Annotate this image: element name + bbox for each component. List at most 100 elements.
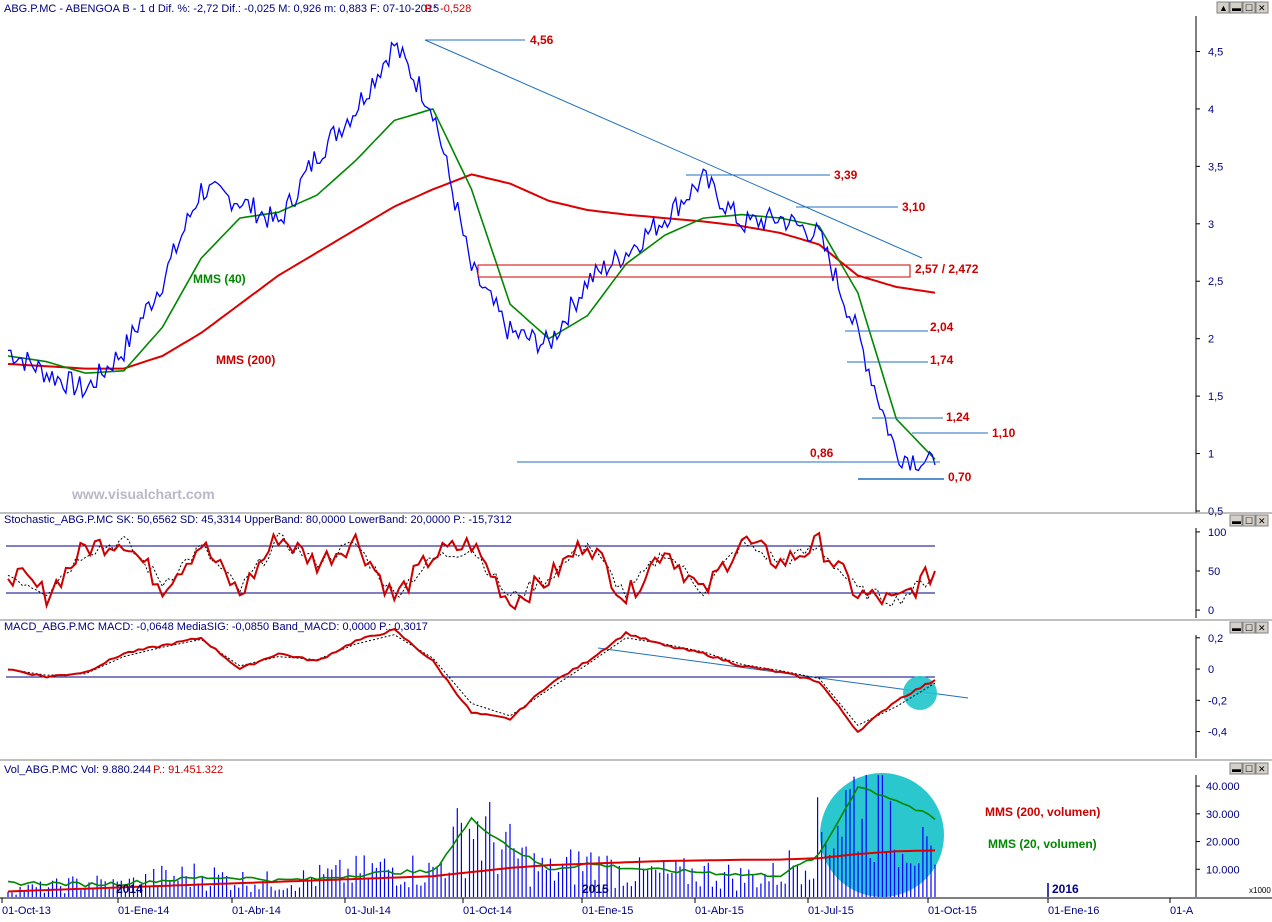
scroll-up-button[interactable] bbox=[1216, 1, 1230, 14]
minimize-icon: ▬ bbox=[1232, 764, 1241, 774]
stoch-header: Stochastic_ABG.P.MC SK: 50,6562 SD: 45,3… bbox=[4, 514, 512, 526]
stoch-maximize-button[interactable] bbox=[1242, 514, 1256, 527]
label-070: 0,70 bbox=[948, 470, 972, 484]
stoch-ytick-label: 50 bbox=[1208, 566, 1220, 578]
x-axis-ticks: 01-Oct-13 01-Ene-14 01-Abr-14 01-Jul-14 01-O… bbox=[1, 898, 1194, 917]
vol-ytick-label: 40.000 bbox=[1206, 781, 1240, 793]
vol-ma200-line bbox=[7, 849, 936, 893]
minimize-icon: ▬ bbox=[1232, 623, 1241, 633]
trendline-down bbox=[424, 39, 923, 259]
vol-maximize-button[interactable] bbox=[1242, 762, 1256, 775]
main-header: ABG.P.MC - ABENGOA B - 1 d Dif. %: -2,72… bbox=[4, 3, 439, 15]
macd-close-button[interactable] bbox=[1255, 621, 1269, 634]
macd-line bbox=[7, 628, 936, 734]
main-ytick-label: 3,5 bbox=[1208, 161, 1223, 173]
main-header-suffix: P.: -0,528 bbox=[425, 3, 471, 15]
x-tick-label: 01-Abr-14 bbox=[232, 905, 281, 917]
x-tick-label: 01-Oct-13 bbox=[2, 905, 51, 917]
macd-header: MACD_ABG.P.MC MACD: -0,0648 MediaSIG: -0… bbox=[4, 621, 428, 633]
label-124: 1,24 bbox=[946, 410, 970, 424]
x-tick-label: 01-Ene-15 bbox=[582, 905, 633, 917]
macd-window-buttons: ▬ ☐ ✕ bbox=[1229, 621, 1269, 634]
close-icon: ✕ bbox=[1258, 623, 1266, 633]
minimize-icon: ▬ bbox=[1232, 3, 1241, 13]
maximize-button[interactable] bbox=[1242, 1, 1256, 14]
main-ytick-label: 4,5 bbox=[1208, 46, 1223, 58]
stoch-ytick-label: 0 bbox=[1208, 605, 1214, 617]
main-yaxis: 4,5 4 3,5 3 2,5 2 1,5 1 0,5 bbox=[1196, 46, 1223, 518]
stoch-ytick-label: 100 bbox=[1208, 527, 1226, 539]
stoch-minimize-button[interactable] bbox=[1229, 514, 1243, 527]
macd-yaxis: 0,2 0 -0,2 -0,4 bbox=[1196, 633, 1227, 739]
label-204: 2,04 bbox=[930, 320, 954, 334]
year-2015-label: 2015 bbox=[582, 882, 609, 896]
macd-ytick-label: -0,2 bbox=[1208, 695, 1227, 707]
vol-unit: x1000 bbox=[1249, 886, 1271, 895]
vol-minimize-button[interactable] bbox=[1229, 762, 1243, 775]
minimize-button[interactable] bbox=[1229, 1, 1243, 14]
main-ytick-label: 1 bbox=[1208, 449, 1214, 461]
x-tick-label: 01-Ene-16 bbox=[1048, 905, 1099, 917]
vol-header: Vol_ABG.P.MC Vol: 9.880.244 bbox=[4, 764, 151, 776]
x-axis: 01-Oct-13 01-Ene-14 01-Abr-14 01-Jul-14 01-O… bbox=[0, 897, 1272, 917]
label-086: 0,86 bbox=[810, 446, 834, 460]
vol-ytick-label: 30.000 bbox=[1206, 809, 1240, 821]
label-456: 4,56 bbox=[530, 33, 554, 47]
vol-header-suffix: P.: 91.451.322 bbox=[153, 764, 223, 776]
main-ytick-label: 0,5 bbox=[1208, 506, 1223, 518]
main-panel: ABG.P.MC - ABENGOA B - 1 d Dif. %: -2,72… bbox=[4, 1, 1269, 518]
vol-ytick-label: 20.000 bbox=[1206, 837, 1240, 849]
x-tick-label: 01-Ene-14 bbox=[118, 905, 169, 917]
stoch-sk-line bbox=[7, 531, 936, 611]
x-tick-label: 01-Oct-14 bbox=[463, 905, 512, 917]
stoch-yaxis: 100 50 0 bbox=[1196, 527, 1226, 617]
close-button[interactable] bbox=[1255, 1, 1269, 14]
x-tick-label: 01-A bbox=[1170, 905, 1194, 917]
vol-yaxis: 40.000 30.000 20.000 10.000 bbox=[1196, 781, 1240, 876]
macd-ytick-label: 0 bbox=[1208, 664, 1214, 676]
vol-ytick-label: 10.000 bbox=[1206, 864, 1240, 876]
label-ma200: MMS (200) bbox=[216, 353, 275, 367]
maximize-icon: ☐ bbox=[1245, 764, 1253, 774]
vol-window-buttons: ▬ ☐ ✕ bbox=[1229, 762, 1269, 775]
macd-ytick-label: 0,2 bbox=[1208, 633, 1223, 645]
scroll-up-icon: ▲ bbox=[1219, 3, 1228, 13]
macd-maximize-button[interactable] bbox=[1242, 621, 1256, 634]
label-339: 3,39 bbox=[834, 168, 858, 182]
minimize-icon: ▬ bbox=[1232, 516, 1241, 526]
label-310: 3,10 bbox=[902, 200, 926, 214]
vol-close-button[interactable] bbox=[1255, 762, 1269, 775]
vol-ma200-label: MMS (200, volumen) bbox=[985, 805, 1100, 819]
stoch-sd-line bbox=[7, 532, 936, 607]
main-ytick-label: 2,5 bbox=[1208, 276, 1223, 288]
label-ma40: MMS (40) bbox=[193, 272, 246, 286]
main-window-buttons: ▲ ▬ ☐ ✕ bbox=[1216, 1, 1269, 14]
main-ytick-label: 3 bbox=[1208, 219, 1214, 231]
vol-ma20-label: MMS (20, volumen) bbox=[988, 837, 1097, 851]
stoch-close-button[interactable] bbox=[1255, 514, 1269, 527]
maximize-icon: ☐ bbox=[1245, 516, 1253, 526]
support-box bbox=[477, 264, 911, 278]
x-tick-label: 01-Abr-15 bbox=[695, 905, 744, 917]
maximize-icon: ☐ bbox=[1245, 623, 1253, 633]
vol-ma20-line bbox=[7, 786, 936, 888]
macd-panel: MACD_ABG.P.MC MACD: -0,0648 MediaSIG: -0… bbox=[0, 619, 1272, 758]
macd-ytick-label: -0,4 bbox=[1208, 727, 1227, 739]
main-ytick-label: 1,5 bbox=[1208, 391, 1223, 403]
watermark: www.visualchart.com bbox=[71, 486, 215, 502]
x-tick-label: 01-Jul-14 bbox=[345, 905, 391, 917]
year-2014-label: 2014 bbox=[116, 882, 143, 896]
stoch-panel: Stochastic_ABG.P.MC SK: 50,6562 SD: 45,3… bbox=[0, 512, 1272, 618]
vol-bars bbox=[7, 775, 936, 897]
label-257: 2,57 / 2,472 bbox=[915, 262, 979, 276]
close-icon: ✕ bbox=[1258, 764, 1266, 774]
price-line bbox=[7, 41, 936, 472]
macd-minimize-button[interactable] bbox=[1229, 621, 1243, 634]
stoch-window-buttons: ▬ ☐ ✕ bbox=[1229, 514, 1269, 527]
main-ytick-label: 4 bbox=[1208, 104, 1214, 116]
maximize-icon: ☐ bbox=[1245, 3, 1253, 13]
label-110: 1,10 bbox=[992, 426, 1016, 440]
main-ytick-label: 2 bbox=[1208, 334, 1214, 346]
ma200-line bbox=[7, 173, 936, 370]
